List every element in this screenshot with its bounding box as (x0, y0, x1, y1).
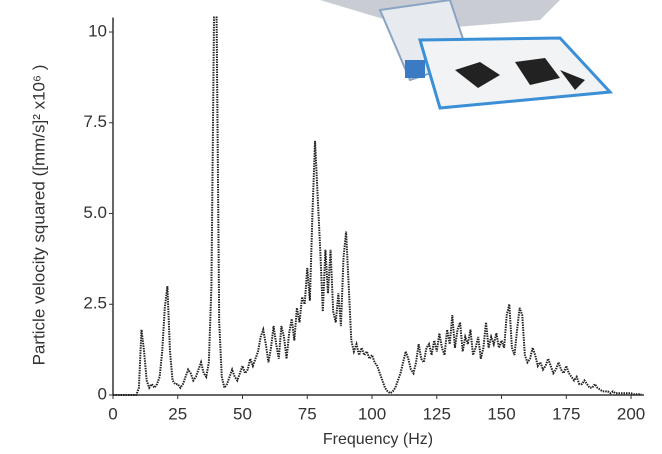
y-tick-label: 2.5 (83, 294, 107, 313)
x-tick-label: 0 (108, 404, 117, 423)
y-axis-label: Particle velocity squared ([mm/s]² x10⁶ … (29, 65, 48, 366)
x-axis-label: Frequency (Hz) (323, 431, 433, 448)
x-tick-label: 150 (487, 404, 515, 423)
x-tick-label: 50 (233, 404, 252, 423)
y-tick-label: 0 (98, 384, 107, 403)
x-tick-label: 75 (298, 404, 317, 423)
machine-photo (320, 0, 614, 110)
spectrum-line (113, 16, 642, 396)
x-tick-label: 175 (552, 404, 580, 423)
x-tick-label: 200 (617, 404, 645, 423)
y-tick-label: 10 (88, 22, 107, 41)
x-tick-label: 25 (168, 404, 187, 423)
y-tick-label: 5.0 (83, 203, 107, 222)
y-tick-label: 7.5 (83, 112, 107, 131)
x-tick-label: 125 (423, 404, 451, 423)
x-tick-label: 100 (358, 404, 386, 423)
